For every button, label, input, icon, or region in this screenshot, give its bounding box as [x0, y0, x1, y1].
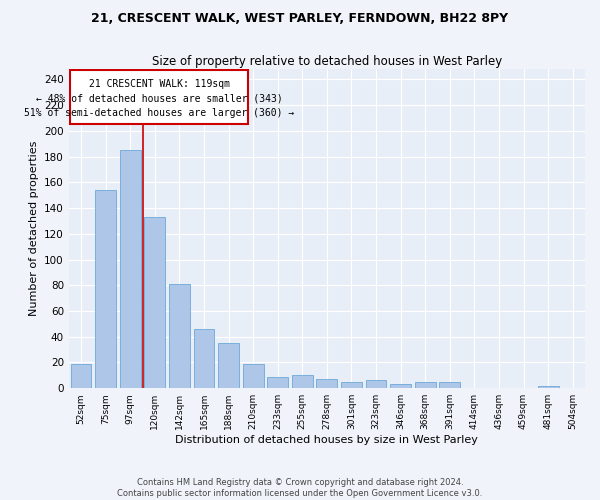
Text: ← 48% of detached houses are smaller (343): ← 48% of detached houses are smaller (34…: [36, 94, 283, 104]
Bar: [194, 329, 214, 388]
Title: Size of property relative to detached houses in West Parley: Size of property relative to detached ho…: [152, 55, 502, 68]
Bar: [218, 343, 239, 388]
Text: 51% of semi-detached houses are larger (360) →: 51% of semi-detached houses are larger (…: [24, 108, 294, 118]
Bar: [145, 217, 165, 388]
Bar: [95, 190, 116, 388]
Bar: [415, 382, 436, 388]
Bar: [169, 284, 190, 388]
Bar: [71, 364, 91, 388]
Bar: [292, 376, 313, 388]
Bar: [341, 382, 362, 388]
Bar: [242, 364, 263, 388]
Bar: [365, 380, 386, 388]
Bar: [267, 376, 288, 388]
Bar: [316, 379, 337, 388]
Text: 21 CRESCENT WALK: 119sqm: 21 CRESCENT WALK: 119sqm: [89, 80, 230, 90]
Bar: [70, 70, 248, 124]
X-axis label: Distribution of detached houses by size in West Parley: Distribution of detached houses by size …: [175, 435, 478, 445]
Bar: [538, 386, 559, 388]
Text: Contains HM Land Registry data © Crown copyright and database right 2024.
Contai: Contains HM Land Registry data © Crown c…: [118, 478, 482, 498]
Bar: [439, 382, 460, 388]
Bar: [120, 150, 140, 388]
Y-axis label: Number of detached properties: Number of detached properties: [29, 141, 38, 316]
Text: 21, CRESCENT WALK, WEST PARLEY, FERNDOWN, BH22 8PY: 21, CRESCENT WALK, WEST PARLEY, FERNDOWN…: [91, 12, 509, 26]
Bar: [390, 384, 411, 388]
